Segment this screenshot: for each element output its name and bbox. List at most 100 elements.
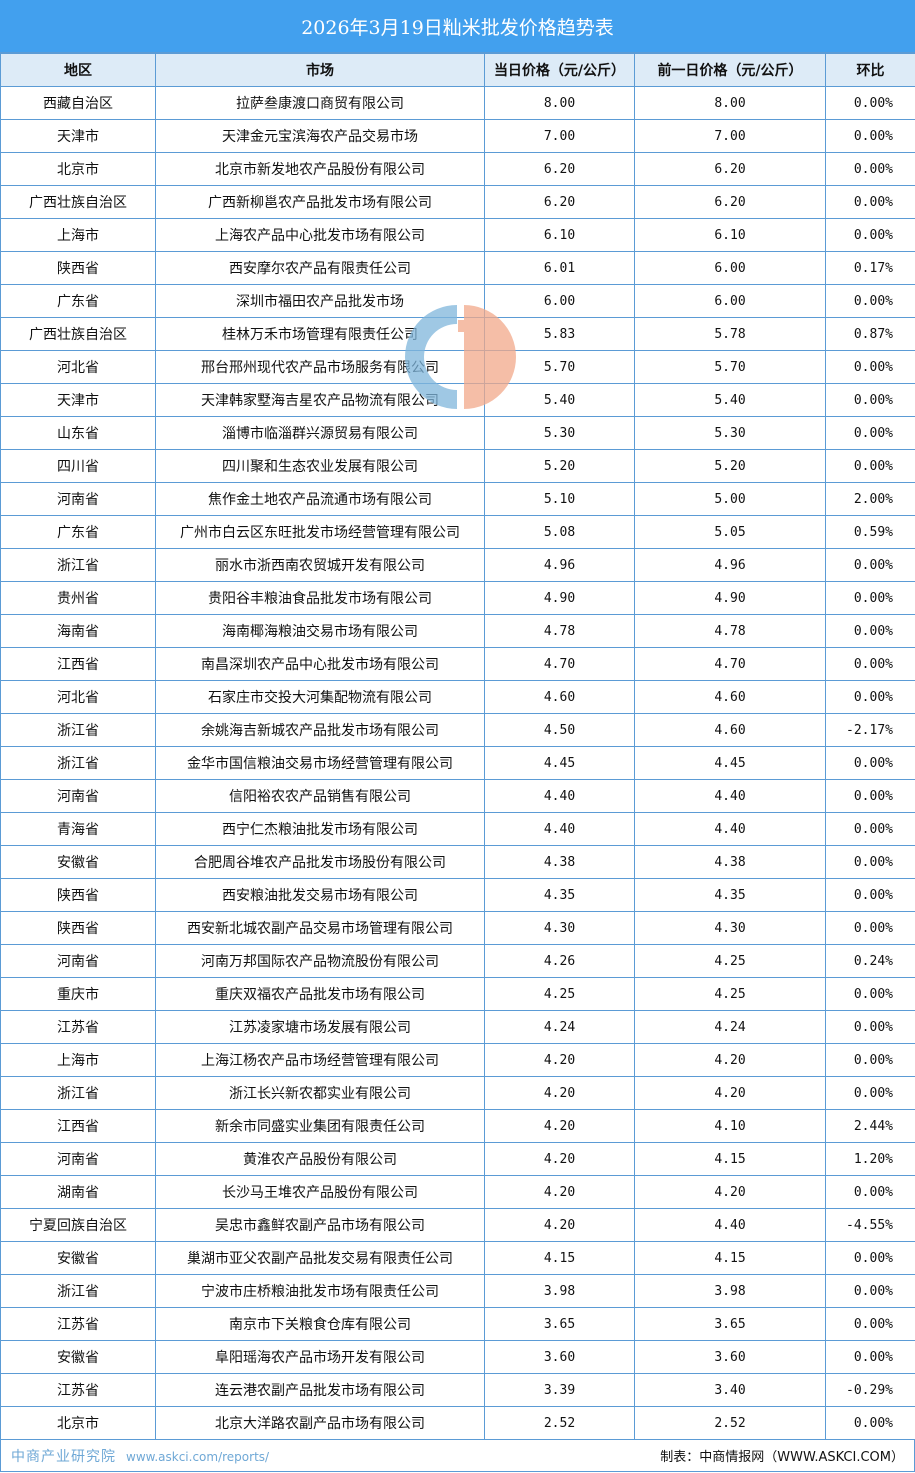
today-price-cell: 4.20 <box>484 1043 635 1077</box>
market-cell: 余姚海吉新城农产品批发市场有限公司 <box>155 713 485 747</box>
today-price-cell: 4.40 <box>484 779 635 813</box>
footer-bar: 中商产业研究院 www.askci.com/reports/ 制表：中商情报网（… <box>0 1440 915 1472</box>
today-price-cell: 4.40 <box>484 812 635 846</box>
prev-price-cell: 6.20 <box>634 152 826 186</box>
today-price-cell: 5.10 <box>484 482 635 516</box>
today-price-cell: 6.20 <box>484 185 635 219</box>
today-price-cell: 6.00 <box>484 284 635 318</box>
prev-price-cell: 4.25 <box>634 944 826 978</box>
table-row: 广西壮族自治区 广西新柳邕农产品批发市场有限公司 6.20 6.20 0.00% <box>0 185 915 219</box>
market-cell: 深圳市福田农产品批发市场 <box>155 284 485 318</box>
region-cell: 陕西省 <box>0 251 156 285</box>
region-cell: 陕西省 <box>0 911 156 945</box>
region-cell: 浙江省 <box>0 713 156 747</box>
market-cell: 黄淮农产品股份有限公司 <box>155 1142 485 1176</box>
table-row: 安徽省 阜阳瑶海农产品市场开发有限公司 3.60 3.60 0.00% <box>0 1340 915 1374</box>
prev-price-cell: 4.10 <box>634 1109 826 1143</box>
table-row: 河南省 黄淮农产品股份有限公司 4.20 4.15 1.20% <box>0 1142 915 1176</box>
market-cell: 淄博市临淄群兴源贸易有限公司 <box>155 416 485 450</box>
table-row: 湖南省 长沙马王堆农产品股份有限公司 4.20 4.20 0.00% <box>0 1175 915 1209</box>
market-cell: 丽水市浙西南农贸城开发有限公司 <box>155 548 485 582</box>
today-price-cell: 3.39 <box>484 1373 635 1407</box>
change-cell: 0.00% <box>825 1406 915 1440</box>
change-cell: 0.00% <box>825 680 915 714</box>
market-cell: 宁波市庄桥粮油批发市场有限责任公司 <box>155 1274 485 1308</box>
market-cell: 北京大洋路农副产品市场有限公司 <box>155 1406 485 1440</box>
prev-price-cell: 3.65 <box>634 1307 826 1341</box>
today-price-cell: 4.45 <box>484 746 635 780</box>
change-cell: 0.00% <box>825 614 915 648</box>
prev-price-cell: 7.00 <box>634 119 826 153</box>
market-cell: 广西新柳邕农产品批发市场有限公司 <box>155 185 485 219</box>
table-row: 浙江省 丽水市浙西南农贸城开发有限公司 4.96 4.96 0.00% <box>0 548 915 582</box>
change-cell: 0.00% <box>825 1043 915 1077</box>
market-cell: 江苏凌家塘市场发展有限公司 <box>155 1010 485 1044</box>
region-cell: 浙江省 <box>0 746 156 780</box>
table-row: 浙江省 金华市国信粮油交易市场经营管理有限公司 4.45 4.45 0.00% <box>0 746 915 780</box>
table-row: 河北省 邢台邢州现代农产品市场服务有限公司 5.70 5.70 0.00% <box>0 350 915 384</box>
change-cell: 0.00% <box>825 1307 915 1341</box>
header-today-price: 当日价格（元/公斤） <box>484 53 635 87</box>
change-cell: 0.00% <box>825 449 915 483</box>
source-note: 制表：中商情报网（WWW.ASKCI.COM） <box>660 1450 904 1465</box>
today-price-cell: 5.40 <box>484 383 635 417</box>
change-cell: 0.00% <box>825 977 915 1011</box>
table-row: 江苏省 南京市下关粮食仓库有限公司 3.65 3.65 0.00% <box>0 1307 915 1341</box>
today-price-cell: 4.24 <box>484 1010 635 1044</box>
prev-price-cell: 8.00 <box>634 86 826 120</box>
table-row: 江西省 南昌深圳农产品中心批发市场有限公司 4.70 4.70 0.00% <box>0 647 915 681</box>
market-cell: 焦作金土地农产品流通市场有限公司 <box>155 482 485 516</box>
prev-price-cell: 5.20 <box>634 449 826 483</box>
table-row: 江苏省 江苏凌家塘市场发展有限公司 4.24 4.24 0.00% <box>0 1010 915 1044</box>
region-cell: 山东省 <box>0 416 156 450</box>
market-cell: 天津金元宝滨海农产品交易市场 <box>155 119 485 153</box>
prev-price-cell: 4.70 <box>634 647 826 681</box>
table-row: 陕西省 西安摩尔农产品有限责任公司 6.01 6.00 0.17% <box>0 251 915 285</box>
table-row: 贵州省 贵阳谷丰粮油食品批发市场有限公司 4.90 4.90 0.00% <box>0 581 915 615</box>
today-price-cell: 7.00 <box>484 119 635 153</box>
prev-price-cell: 6.00 <box>634 284 826 318</box>
table-row: 江西省 新余市同盛实业集团有限责任公司 4.20 4.10 2.44% <box>0 1109 915 1143</box>
today-price-cell: 4.35 <box>484 878 635 912</box>
region-cell: 西藏自治区 <box>0 86 156 120</box>
prev-price-cell: 3.40 <box>634 1373 826 1407</box>
table-row: 陕西省 西安粮油批发交易市场有限公司 4.35 4.35 0.00% <box>0 878 915 912</box>
watermark-name: 中商产业研究院 <box>11 1448 116 1465</box>
prev-price-cell: 5.78 <box>634 317 826 351</box>
market-cell: 合肥周谷堆农产品批发市场股份有限公司 <box>155 845 485 879</box>
table-row: 宁夏回族自治区 吴忠市鑫鲜农副产品市场有限公司 4.20 4.40 -4.55% <box>0 1208 915 1242</box>
change-cell: 0.00% <box>825 911 915 945</box>
change-cell: 0.00% <box>825 119 915 153</box>
change-cell: 0.00% <box>825 878 915 912</box>
prev-price-cell: 6.00 <box>634 251 826 285</box>
header-market: 市场 <box>155 53 485 87</box>
region-cell: 江苏省 <box>0 1010 156 1044</box>
header-row: 地区 市场 当日价格（元/公斤） 前一日价格（元/公斤） 环比 <box>0 53 915 87</box>
change-cell: 0.00% <box>825 284 915 318</box>
today-price-cell: 5.70 <box>484 350 635 384</box>
table-row: 河南省 焦作金土地农产品流通市场有限公司 5.10 5.00 2.00% <box>0 482 915 516</box>
prev-price-cell: 4.40 <box>634 1208 826 1242</box>
prev-price-cell: 4.24 <box>634 1010 826 1044</box>
region-cell: 江苏省 <box>0 1373 156 1407</box>
prev-price-cell: 5.00 <box>634 482 826 516</box>
table-title: 2026年3月19日籼米批发价格趋势表 <box>0 0 915 53</box>
change-cell: 0.00% <box>825 185 915 219</box>
today-price-cell: 4.70 <box>484 647 635 681</box>
prev-price-cell: 3.98 <box>634 1274 826 1308</box>
change-cell: 2.44% <box>825 1109 915 1143</box>
market-cell: 上海江杨农产品市场经营管理有限公司 <box>155 1043 485 1077</box>
change-cell: 0.24% <box>825 944 915 978</box>
prev-price-cell: 4.15 <box>634 1142 826 1176</box>
table-row: 河南省 信阳裕农农产品销售有限公司 4.40 4.40 0.00% <box>0 779 915 813</box>
today-price-cell: 4.96 <box>484 548 635 582</box>
market-cell: 石家庄市交投大河集配物流有限公司 <box>155 680 485 714</box>
prev-price-cell: 5.70 <box>634 350 826 384</box>
today-price-cell: 4.78 <box>484 614 635 648</box>
prev-price-cell: 4.90 <box>634 581 826 615</box>
market-cell: 重庆双福农产品批发市场有限公司 <box>155 977 485 1011</box>
prev-price-cell: 4.20 <box>634 1043 826 1077</box>
region-cell: 安徽省 <box>0 1241 156 1275</box>
change-cell: 1.20% <box>825 1142 915 1176</box>
region-cell: 安徽省 <box>0 845 156 879</box>
